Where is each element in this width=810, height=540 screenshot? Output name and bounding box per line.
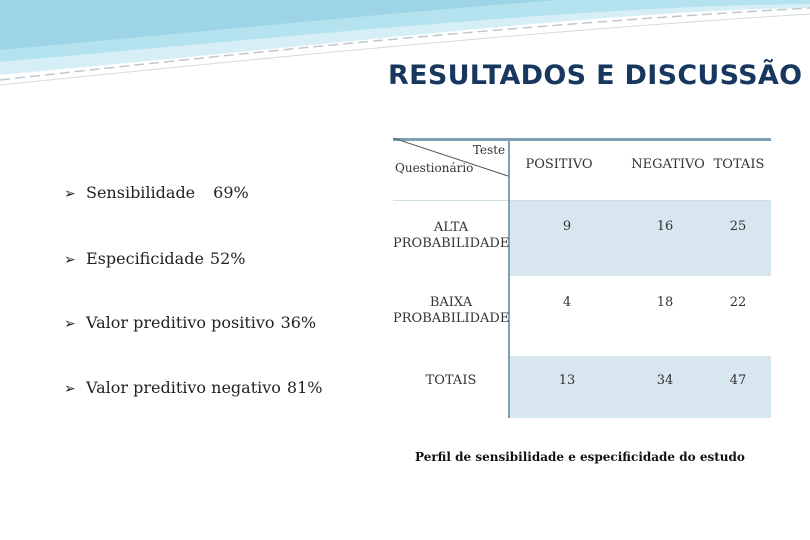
cell-baixa-positivo: 4 [562, 295, 572, 310]
bullet-label: Especificidade [86, 249, 204, 268]
row-label-totais: TOTAIS [425, 373, 477, 388]
cell-totais-positivo: 13 [558, 373, 576, 388]
cell-totais-totais: 47 [729, 373, 747, 388]
corner-bottom-label: Questionário [395, 161, 474, 175]
header-swoosh-decoration [0, 0, 810, 86]
cell-totais-negativo: 34 [656, 373, 674, 388]
list-item-npv: ➢ Valor preditivo negativo 81% [64, 378, 322, 397]
bullet-value: 81% [286, 378, 323, 397]
arrow-bullet-icon: ➢ [64, 252, 76, 268]
cell-alta-positivo: 9 [562, 219, 572, 234]
arrow-bullet-icon: ➢ [64, 186, 76, 202]
cell-baixa-negativo: 18 [656, 295, 674, 310]
row-shade-alta [510, 200, 771, 276]
table-caption: Perfil de sensibilidade e especificidade… [415, 450, 745, 464]
row-label-alta: ALTA PROBABILIDADE [393, 220, 510, 251]
cell-alta-negativo: 16 [656, 219, 674, 234]
list-item-specificity: ➢ Especificidade 52% [64, 249, 245, 268]
cell-baixa-totais: 22 [729, 295, 747, 310]
page-title: RESULTADOS E DISCUSSÃO [388, 60, 803, 91]
table-header-rule [393, 200, 771, 201]
arrow-bullet-icon: ➢ [64, 316, 76, 332]
row-label-baixa: BAIXA PROBABILIDADE [393, 295, 510, 326]
corner-top-label: Teste [472, 143, 506, 157]
bullet-label: Sensibilidade [86, 183, 196, 202]
header-totais: TOTAIS [713, 157, 765, 172]
table-column-rule [508, 138, 510, 418]
row-shade-totais [510, 356, 771, 418]
bullet-value: 36% [280, 313, 317, 332]
list-item-sensitivity: ➢ Sensibilidade 69% [64, 183, 249, 202]
header-positivo: POSITIVO [525, 157, 593, 172]
results-table: Teste Questionário POSITIVO NEGATIVO TOT… [393, 138, 771, 418]
bullet-value: 52% [209, 249, 246, 268]
list-item-ppv: ➢ Valor preditivo positivo 36% [64, 313, 316, 332]
bullet-value: 69% [213, 183, 249, 202]
arrow-bullet-icon: ➢ [64, 381, 76, 397]
bullet-label: Valor preditivo negativo [86, 378, 281, 397]
table-top-rule [393, 138, 771, 141]
cell-alta-totais: 25 [729, 219, 747, 234]
corner-diagonal [393, 138, 509, 177]
bullet-label: Valor preditivo positivo [86, 313, 275, 332]
header-negativo: NEGATIVO [631, 157, 705, 172]
